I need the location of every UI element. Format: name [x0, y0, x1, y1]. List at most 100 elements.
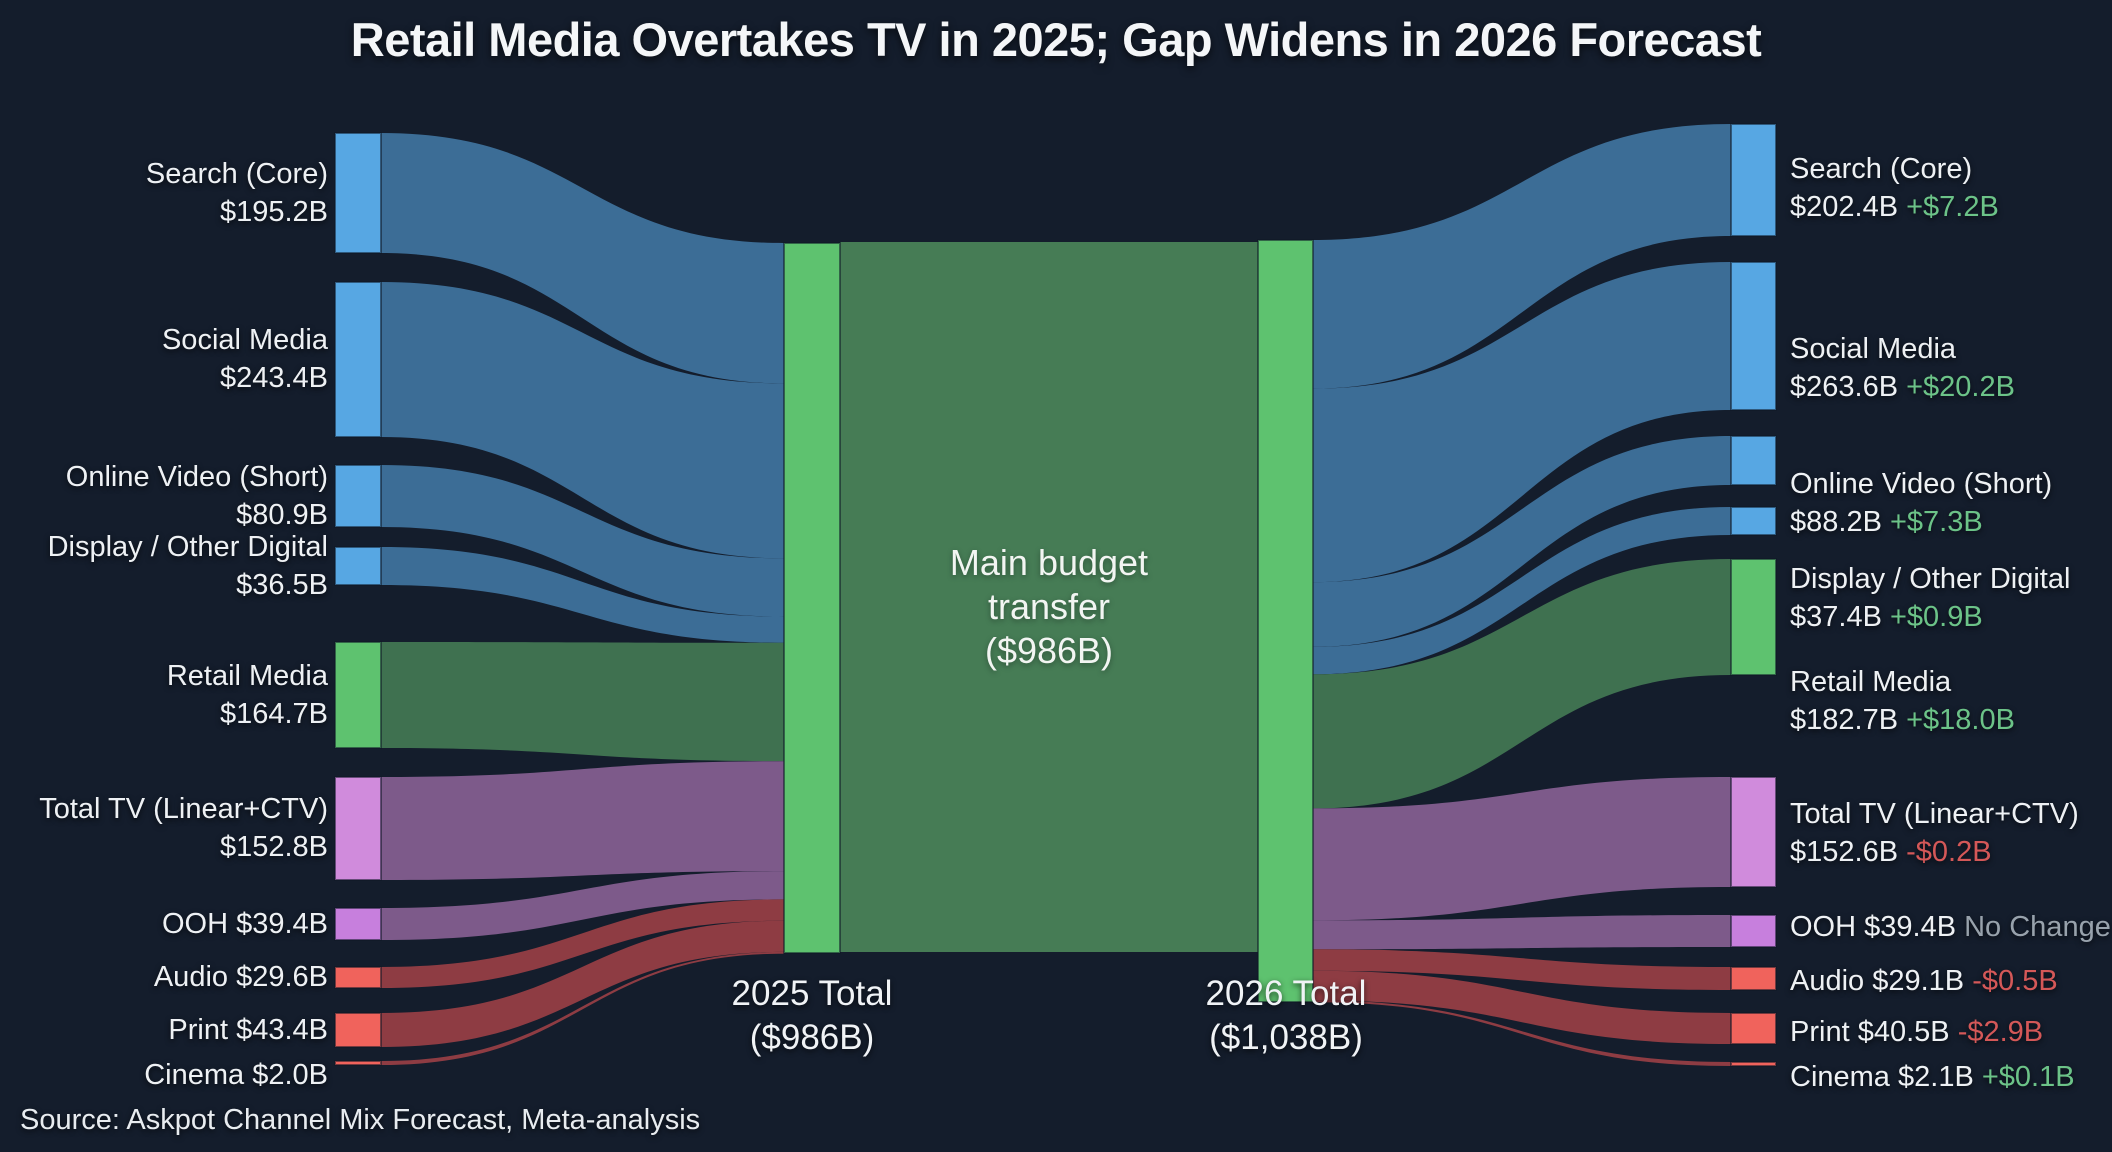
- channel-value: $2.0B: [252, 1059, 328, 1091]
- channel-value: $152.8B: [219, 831, 328, 863]
- channel-value: $29.6B: [236, 961, 328, 993]
- channel-label-2025-retail-media: Retail Media $164.7B: [167, 657, 328, 733]
- flow-2026-retail-media: [1313, 559, 1731, 809]
- channel-name: OOH: [161, 908, 229, 940]
- node-2026-ooh: [1730, 914, 1777, 948]
- channel-label-2026-ooh: OOH $39.4B No Change: [1790, 908, 2111, 946]
- channel-name: Online Video (Short): [1790, 468, 2053, 500]
- channel-name: Social Media: [161, 324, 328, 356]
- channel-name: OOH: [1790, 911, 1857, 943]
- node-2025-cinema: [334, 1060, 382, 1066]
- total-2026-line1: 2026 Total: [1205, 974, 1367, 1013]
- channel-name: Total TV (Linear+CTV): [39, 793, 328, 825]
- node-2026-display-other-digital: [1730, 506, 1777, 536]
- channel-value: $37.4B: [1790, 601, 1882, 633]
- node-2026-cinema: [1730, 1061, 1777, 1067]
- channel-value: $39.4B: [236, 908, 328, 940]
- node-2026-online-video-short: [1730, 435, 1777, 486]
- channel-name: Cinema: [144, 1059, 245, 1091]
- flow-2025-online-video-short: [381, 465, 784, 617]
- channel-name: Total TV (Linear+CTV): [1790, 798, 2079, 830]
- node-2026-retail-media: [1730, 558, 1777, 676]
- channel-name: Audio: [1790, 965, 1865, 997]
- channel-name: Search (Core): [1790, 153, 1973, 185]
- channel-value: $40.5B: [1857, 1016, 1950, 1048]
- channel-name: Social Media: [1790, 333, 1957, 365]
- flow-2026-display-other-digital: [1313, 507, 1731, 675]
- center-transfer-line2: transfer: [987, 586, 1111, 627]
- node-2025-search-core: [334, 132, 382, 254]
- channel-name: Print: [1790, 1016, 1850, 1048]
- flow-2026-total-tv-linear-ctv: [1313, 777, 1731, 921]
- channel-label-2025-audio: Audio $29.6B: [154, 958, 328, 996]
- flow-2026-ooh: [1313, 915, 1731, 950]
- channel-name: Search (Core): [145, 158, 328, 190]
- node-2026-total-tv-linear-ctv: [1730, 776, 1777, 888]
- node-2025-total-tv-linear-ctv: [334, 776, 382, 881]
- channel-name: Audio: [153, 961, 229, 993]
- flow-2026-online-video-short: [1313, 436, 1731, 647]
- flow-2026-print: [1313, 970, 1731, 1044]
- total-2026-label: 2026 Total ($1,038B): [1106, 972, 1466, 1060]
- channel-delta: +$20.2B: [1906, 371, 2015, 403]
- channel-label-2026-display-other-digital: Display / Other Digital $37.4B +$0.9B: [1790, 560, 2070, 636]
- node-2025-online-video-short: [334, 464, 382, 528]
- channel-name: Print: [168, 1014, 229, 1046]
- node-2026-total: [1257, 239, 1314, 1003]
- channel-delta: -$0.5B: [1972, 965, 2058, 997]
- channel-delta: No Change: [1964, 911, 2111, 943]
- flow-2025-total-tv-linear-ctv: [381, 761, 784, 880]
- channel-delta: +$7.3B: [1889, 506, 1983, 538]
- channel-value: $80.9B: [236, 499, 328, 531]
- channel-value: $88.2B: [1790, 506, 1882, 538]
- channel-label-2025-social-media: Social Media $243.4B: [162, 321, 328, 397]
- node-2025-ooh: [334, 907, 382, 941]
- channel-value: $39.4B: [1864, 911, 1957, 943]
- total-2025-label: 2025 Total ($986B): [632, 972, 992, 1060]
- channel-label-2025-total-tv-linear-ctv: Total TV (Linear+CTV) $152.8B: [39, 790, 328, 866]
- node-2025-retail-media: [334, 641, 382, 749]
- channel-value: $243.4B: [219, 362, 328, 394]
- channel-label-2025-search-core: Search (Core) $195.2B: [146, 155, 328, 231]
- total-2026-line2: ($1,038B): [1209, 1018, 1363, 1057]
- channel-name: Display / Other Digital: [47, 531, 328, 563]
- flow-2025-cinema: [381, 951, 784, 1065]
- channel-delta: +$0.9B: [1889, 601, 1983, 633]
- node-2025-audio: [334, 966, 382, 989]
- channel-value: $202.4B: [1790, 191, 1899, 223]
- center-transfer-band: [840, 242, 1258, 952]
- channel-value: $195.2B: [219, 196, 328, 228]
- channel-value: $36.5B: [236, 569, 328, 601]
- channel-value: $182.7B: [1790, 704, 1899, 736]
- channel-label-2026-social-media: Social Media $263.6B +$20.2B: [1790, 330, 2015, 406]
- node-2025-total: [783, 242, 841, 954]
- center-transfer-label: Main budget transfer ($986B): [889, 541, 1209, 673]
- flow-2025-ooh: [381, 871, 784, 940]
- flow-2025-social-media: [381, 282, 784, 559]
- node-2025-print: [334, 1012, 382, 1048]
- channel-delta: +$7.2B: [1906, 191, 1999, 223]
- channel-label-2026-online-video-short: Online Video (Short) $88.2B +$7.3B: [1790, 465, 2052, 541]
- channel-delta: -$0.2B: [1906, 836, 1992, 868]
- channel-name: Retail Media: [166, 660, 328, 692]
- channel-label-2025-ooh: OOH $39.4B: [162, 905, 328, 943]
- channel-label-2026-retail-media: Retail Media $182.7B +$18.0B: [1790, 663, 2015, 739]
- flow-2025-print: [381, 920, 784, 1047]
- channel-value: $29.1B: [1872, 965, 1965, 997]
- flow-2025-search-core: [381, 133, 784, 384]
- node-2026-print: [1730, 1012, 1777, 1045]
- channel-name: Cinema: [1790, 1061, 1890, 1093]
- channel-label-2026-search-core: Search (Core) $202.4B +$7.2B: [1790, 150, 1999, 226]
- flow-2026-audio: [1313, 949, 1731, 990]
- flow-2025-audio: [381, 899, 784, 988]
- source-note: Source: Askpot Channel Mix Forecast, Met…: [20, 1104, 701, 1136]
- channel-delta: +$18.0B: [1906, 704, 2015, 736]
- channel-value: $152.6B: [1790, 836, 1899, 868]
- center-transfer-line3: ($986B): [984, 630, 1114, 671]
- channel-value: $2.1B: [1898, 1061, 1974, 1093]
- channel-value: $164.7B: [219, 698, 328, 730]
- channel-label-2026-print: Print $40.5B -$2.9B: [1790, 1013, 2043, 1051]
- channel-value: $43.4B: [236, 1014, 328, 1046]
- channel-label-2026-total-tv-linear-ctv: Total TV (Linear+CTV) $152.6B -$0.2B: [1790, 795, 2079, 871]
